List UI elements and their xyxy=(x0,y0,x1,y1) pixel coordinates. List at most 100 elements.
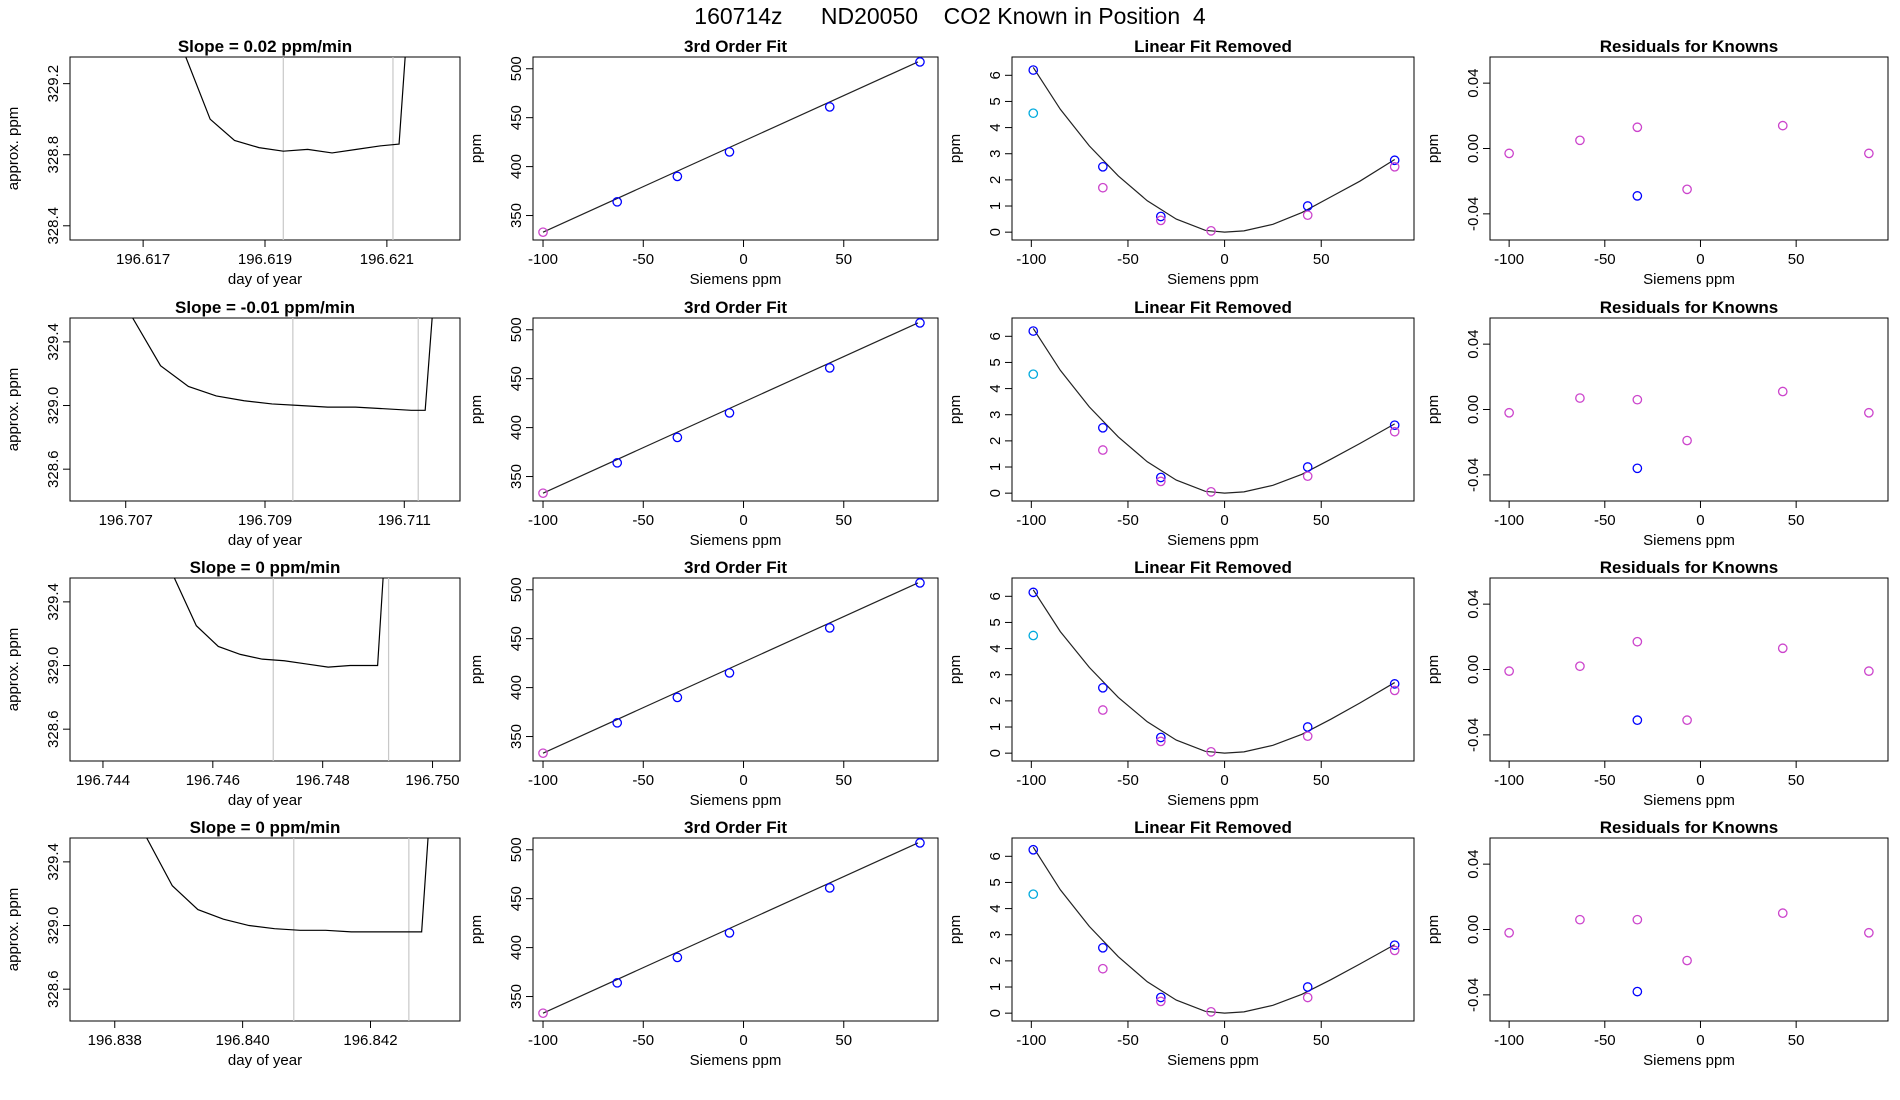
y-tick-label: 6 xyxy=(987,852,1004,860)
x-axis-label: Siemens ppm xyxy=(1643,532,1735,549)
x-tick-label: 50 xyxy=(835,1032,852,1049)
x-axis-label: day of year xyxy=(228,271,302,288)
x-tick-label: 196.842 xyxy=(343,1032,397,1049)
data-point xyxy=(824,102,835,112)
data-point xyxy=(1389,940,1400,951)
data-point xyxy=(1575,393,1585,403)
y-tick-label: 5 xyxy=(987,618,1004,626)
y-axis-label: approx. ppm xyxy=(5,368,22,451)
x-axis-label: Siemens ppm xyxy=(1167,1052,1259,1069)
data-point xyxy=(1389,679,1400,689)
y-tick-label: 0 xyxy=(987,749,1004,757)
data-point xyxy=(915,318,925,328)
panel-fit-row3: 3rd Order Fit Siemens ppm ppm -100 -50 0 50 350… xyxy=(468,818,939,1069)
x-tick-label: 50 xyxy=(1788,772,1805,789)
fit-curve xyxy=(542,61,919,233)
panel-title: Residuals for Knowns xyxy=(1600,558,1779,577)
data-layer xyxy=(538,57,925,238)
data-point xyxy=(672,432,683,443)
plot-frame xyxy=(532,56,939,241)
x-tick-label: -50 xyxy=(632,251,654,268)
x-tick-label: -50 xyxy=(632,1032,654,1049)
data-point xyxy=(824,623,835,633)
series-line xyxy=(146,838,429,933)
panel-timeseries-row0: Slope = 0.02 ppm/min day of year approx. p… xyxy=(5,37,461,288)
data-point xyxy=(1632,715,1643,726)
y-tick-label: 2 xyxy=(987,697,1004,705)
data-point xyxy=(1206,486,1216,497)
panel-title: Slope = 0.02 ppm/min xyxy=(178,37,352,56)
x-axis-label: Siemens ppm xyxy=(1643,792,1735,809)
panel-fit-row2: 3rd Order Fit Siemens ppm ppm -100 -50 0 50 350… xyxy=(468,558,939,809)
x-axis-label: Siemens ppm xyxy=(1167,271,1259,288)
y-tick-label: 329.0 xyxy=(45,907,62,945)
y-tick-label: 1 xyxy=(987,983,1004,991)
series-line xyxy=(173,578,384,668)
fit-curve xyxy=(1032,846,1395,1014)
y-tick-label: 500 xyxy=(508,577,525,602)
data-point xyxy=(1028,108,1039,119)
data-point xyxy=(1097,942,1108,953)
fit-curve xyxy=(1032,589,1395,754)
data-layer xyxy=(185,57,406,240)
x-tick-label: -50 xyxy=(1117,512,1139,529)
plot-frame xyxy=(1011,317,1415,502)
y-tick-label: 2 xyxy=(987,176,1004,184)
x-tick-label: 196.707 xyxy=(99,512,153,529)
data-point xyxy=(915,838,925,848)
fit-curve xyxy=(1032,67,1395,233)
y-tick-label: 500 xyxy=(508,837,525,862)
y-tick-label: 3 xyxy=(987,931,1004,939)
x-tick-label: -100 xyxy=(528,512,558,529)
data-point xyxy=(612,196,623,207)
data-point xyxy=(915,57,925,67)
data-point xyxy=(1155,992,1166,1003)
y-axis-label: ppm xyxy=(1425,395,1442,424)
data-point xyxy=(824,883,835,893)
data-point xyxy=(1302,210,1313,221)
y-tick-label: 328.6 xyxy=(45,450,62,488)
y-tick-label: 4 xyxy=(987,644,1004,652)
data-point xyxy=(1389,685,1400,696)
y-tick-label: 0 xyxy=(987,489,1004,497)
x-axis-label: Siemens ppm xyxy=(1167,792,1259,809)
y-tick-label: 0.00 xyxy=(1465,655,1482,684)
y-tick-label: 3 xyxy=(987,671,1004,679)
data-point xyxy=(1389,945,1400,956)
data-layer xyxy=(1028,587,1400,757)
y-tick-label: 1 xyxy=(987,202,1004,210)
y-tick-label: 400 xyxy=(508,415,525,440)
y-tick-label: 450 xyxy=(508,105,525,130)
y-tick-label: 6 xyxy=(987,592,1004,600)
data-point xyxy=(915,578,925,588)
x-axis-label: Siemens ppm xyxy=(1643,1052,1735,1069)
x-tick-label: -100 xyxy=(1016,1032,1046,1049)
x-tick-label: 196.750 xyxy=(405,772,459,789)
x-tick-label: -100 xyxy=(1494,772,1524,789)
plot-frame xyxy=(69,577,461,762)
x-tick-label: 0 xyxy=(1696,772,1704,789)
panel-title: Slope = 0 ppm/min xyxy=(190,558,341,577)
data-point xyxy=(672,692,683,703)
data-point xyxy=(612,457,623,468)
data-point xyxy=(1155,211,1166,222)
data-point xyxy=(1097,963,1108,974)
plot-frame xyxy=(1489,317,1889,502)
y-tick-label: 3 xyxy=(987,150,1004,158)
data-layer xyxy=(146,838,429,1021)
x-tick-label: 196.709 xyxy=(238,512,292,529)
y-tick-label: 0 xyxy=(987,228,1004,236)
x-tick-label: 0 xyxy=(1220,1032,1228,1049)
y-tick-label: 1 xyxy=(987,463,1004,471)
x-tick-label: 0 xyxy=(1696,251,1704,268)
data-point xyxy=(1864,666,1874,676)
y-tick-label: 6 xyxy=(987,71,1004,79)
x-tick-label: -100 xyxy=(528,1032,558,1049)
y-tick-label: 329.0 xyxy=(45,387,62,425)
data-point xyxy=(1155,732,1166,743)
data-point xyxy=(1632,191,1643,201)
data-point xyxy=(1632,394,1643,405)
x-tick-label: -50 xyxy=(1117,1032,1139,1049)
data-point xyxy=(724,408,735,418)
